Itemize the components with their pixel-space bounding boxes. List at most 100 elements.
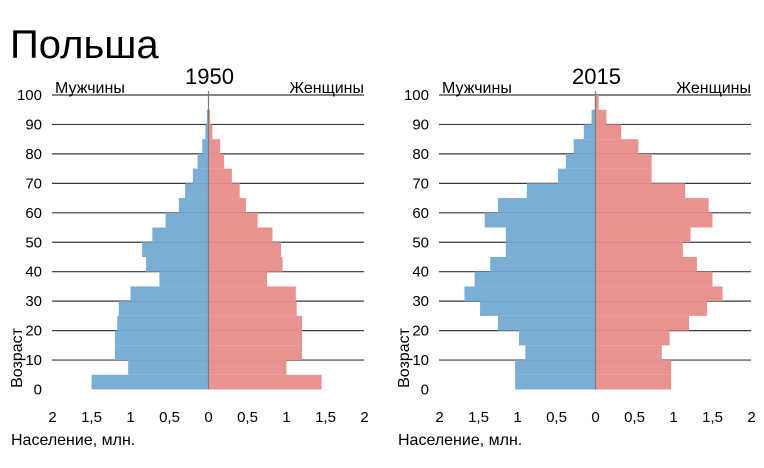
x-tick-label: 1,5: [468, 409, 489, 426]
male-bar-age-65: [185, 183, 209, 199]
female-bar-age-70: [595, 168, 652, 184]
female-bar-age-25: [208, 301, 297, 316]
female-bar-age-25: [595, 301, 708, 316]
age-tick-label: 50: [25, 234, 42, 251]
female-bar-age-85: [595, 124, 622, 140]
female-bar-age-75: [208, 153, 225, 169]
female-bar-age-40: [595, 256, 697, 272]
male-bar-age-45: [505, 242, 596, 257]
y-axis-label: Возраст: [396, 327, 413, 388]
male-bar-age-75: [565, 153, 596, 169]
chart-year-title: 2015: [572, 64, 621, 89]
male-bar-age-15: [114, 330, 209, 346]
x-tick-label: 0,5: [237, 409, 258, 426]
age-tick-label: 100: [404, 87, 429, 104]
x-tick-label: 0,5: [624, 409, 645, 426]
age-tick-label: 60: [412, 205, 429, 222]
age-tick-label: 0: [421, 382, 429, 399]
x-tick-label: 2: [435, 409, 443, 426]
age-tick-label: 30: [412, 293, 429, 310]
male-bar-age-60: [498, 198, 596, 213]
male-bar-age-50: [152, 227, 209, 243]
age-tick-label: 80: [412, 146, 429, 163]
female-bar-age-90: [208, 109, 211, 125]
male-bar-age-70: [192, 168, 209, 184]
age-tick-label: 40: [412, 264, 429, 281]
female-bar-age-45: [595, 242, 683, 257]
age-tick-label: 60: [25, 205, 42, 222]
female-bar-age-15: [208, 330, 303, 346]
pyramid-chart-2015: 0 10 20 30 40 50 60 70 80 90 100 2 1,5 1 0,5 0 0,5 1 1,5 2 2…: [396, 64, 756, 449]
chart-year-title: 1950: [185, 64, 234, 89]
male-bar-age-10: [525, 345, 596, 361]
male-bar-age-85: [583, 124, 596, 140]
male-bar-age-35: [159, 271, 209, 287]
female-side-label: Женщины: [289, 80, 364, 97]
figure-title: Польша: [10, 23, 159, 67]
male-bar-age-55: [165, 212, 209, 228]
female-bar-age-10: [208, 345, 303, 361]
female-bar-age-55: [208, 212, 258, 228]
age-tick-label: 90: [412, 116, 429, 133]
female-bar-age-65: [208, 183, 240, 199]
age-tick-label: 20: [412, 323, 429, 340]
x-tick-label: 2: [747, 409, 755, 426]
x-tick-label: 0,5: [546, 409, 567, 426]
female-bar-age-35: [208, 271, 267, 287]
x-tick-label: 1: [282, 409, 290, 426]
age-tick-label: 90: [25, 116, 42, 133]
male-bar-age-0: [515, 374, 596, 390]
female-bar-age-20: [595, 315, 690, 331]
y-axis-label: Возраст: [9, 327, 26, 388]
female-bar-age-0: [595, 374, 672, 390]
age-tick-label: 70: [412, 175, 429, 192]
female-bar-age-0: [208, 374, 322, 390]
age-tick-label: 20: [25, 323, 42, 340]
x-tick-label: 0: [591, 409, 599, 426]
age-tick-label: 70: [25, 175, 42, 192]
female-bar-age-65: [595, 183, 686, 199]
x-tick-label: 2: [48, 409, 56, 426]
male-bar-age-60: [178, 198, 209, 213]
male-bar-age-35: [474, 271, 596, 287]
male-bar-age-20: [498, 315, 596, 331]
x-axis-label: Население, млн.: [398, 432, 522, 449]
female-bar-age-30: [595, 286, 723, 302]
female-bar-age-50: [595, 227, 691, 243]
x-axis-label: Население, млн.: [11, 432, 135, 449]
male-bar-age-50: [505, 227, 596, 243]
male-bar-age-20: [117, 315, 209, 331]
male-bar-age-80: [202, 139, 209, 154]
male-bar-age-90: [206, 109, 209, 125]
x-tick-label: 2: [360, 409, 368, 426]
female-bar-age-70: [208, 168, 232, 184]
female-bar-age-50: [208, 227, 273, 243]
x-tick-label: 0,5: [159, 409, 180, 426]
male-bar-age-75: [197, 153, 209, 169]
x-tick-label: 1: [513, 409, 521, 426]
male-bar-age-70: [558, 168, 596, 184]
male-bar-age-40: [146, 256, 209, 272]
female-bar-age-90: [595, 109, 607, 125]
female-bar-age-10: [595, 345, 662, 361]
male-bar-age-10: [114, 345, 209, 361]
age-tick-label: 0: [34, 382, 42, 399]
male-bar-age-55: [484, 212, 596, 228]
male-bar-age-30: [464, 286, 596, 302]
age-tick-label: 40: [25, 264, 42, 281]
female-bar-age-55: [595, 212, 713, 228]
male-bar-age-5: [515, 360, 596, 375]
male-bar-age-65: [526, 183, 596, 199]
female-bar-age-80: [595, 139, 639, 154]
female-bar-age-60: [208, 198, 246, 213]
female-bar-age-15: [595, 330, 670, 346]
female-bar-age-45: [208, 242, 282, 257]
female-bar-age-75: [595, 153, 652, 169]
male-bar-age-0: [91, 374, 209, 390]
female-bar-age-60: [595, 198, 709, 213]
female-side-label: Женщины: [676, 80, 751, 97]
x-tick-label: 1: [126, 409, 134, 426]
female-bar-age-30: [208, 286, 296, 302]
male-bar-age-80: [573, 139, 596, 154]
